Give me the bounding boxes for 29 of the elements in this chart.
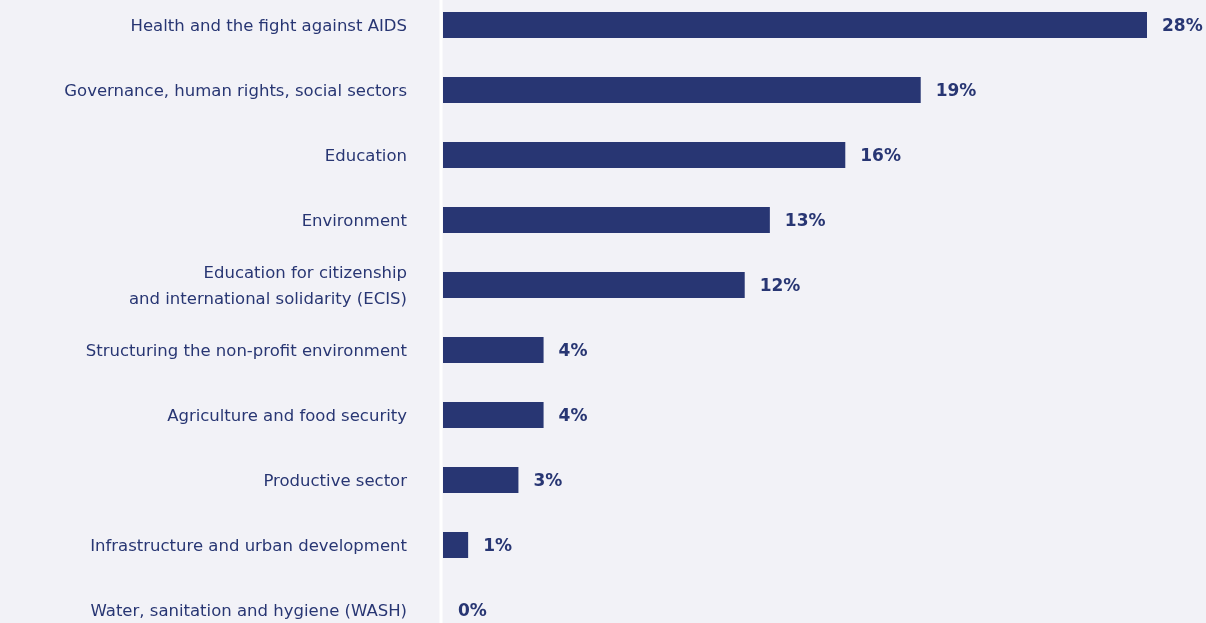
data-label: 12% <box>759 274 801 295</box>
y-tick-label: Productive sector <box>263 470 408 490</box>
bar <box>443 12 1147 38</box>
data-label: 28% <box>1162 14 1203 35</box>
data-label: 19% <box>935 79 977 100</box>
bar <box>443 272 745 298</box>
data-label: 16% <box>860 144 901 165</box>
data-label: 13% <box>784 209 826 230</box>
bar <box>443 337 544 363</box>
y-tick-label: Health and the fight against AIDS <box>130 15 407 35</box>
y-tick-label: Agriculture and food security <box>167 405 408 425</box>
data-label: 4% <box>558 339 588 360</box>
data-label: 3% <box>533 469 563 490</box>
y-tick-label: Water, sanitation and hygiene (WASH) <box>90 600 407 620</box>
bar <box>443 77 921 103</box>
y-tick-label: Education <box>324 145 407 165</box>
y-tick-label: Environment <box>301 210 408 230</box>
bar <box>443 467 519 493</box>
y-tick-label: Structuring the non-profit environment <box>85 340 408 360</box>
bar <box>443 142 846 168</box>
bar <box>443 532 469 558</box>
bar <box>443 207 770 233</box>
data-label: 4% <box>558 404 588 425</box>
bar <box>443 402 544 428</box>
data-label: 0% <box>458 599 487 620</box>
y-tick-label: Education for citizenship and international solidarity (ECIS) <box>128 262 407 308</box>
y-tick-label: Infrastructure and urban development <box>90 535 408 555</box>
data-label: 1% <box>483 534 513 555</box>
y-tick-label: Governance, human rights, social sectors <box>64 80 407 100</box>
